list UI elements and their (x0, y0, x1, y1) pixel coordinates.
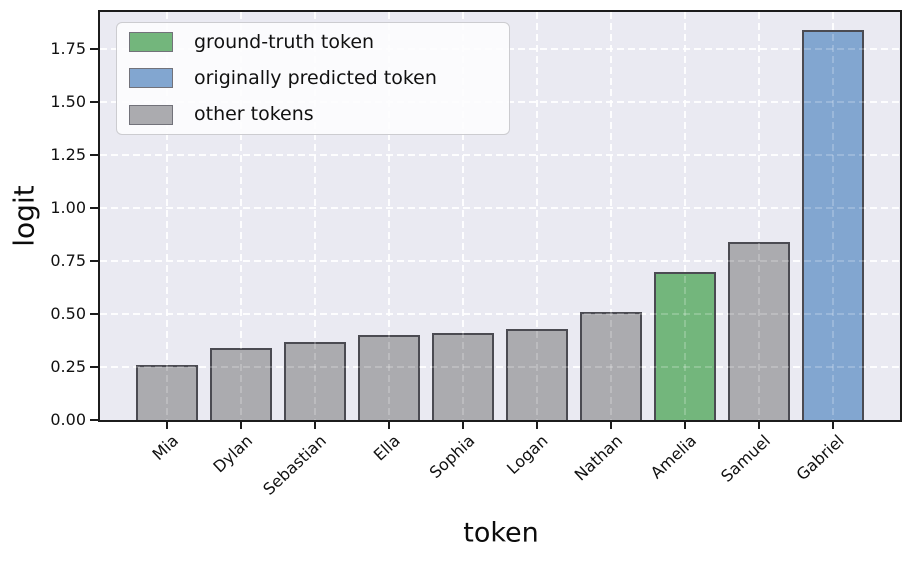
x-axis-title: token (463, 517, 539, 549)
v-gridline-samuel (758, 12, 760, 420)
h-gridline-0.75 (100, 260, 900, 263)
bar-gabriel (802, 30, 864, 420)
bar-sebastian (284, 341, 346, 420)
v-gridline-amelia (684, 12, 686, 420)
ytick-mark-0.25 (90, 366, 98, 368)
v-gridline-samuel (758, 12, 760, 420)
v-gridline-dylan (240, 12, 242, 420)
h-gridline-1 (100, 207, 900, 210)
h-gridline-0.25 (100, 366, 900, 368)
legend-entry-predicted: originally predicted token (129, 68, 497, 89)
ytick-mark-1.25 (90, 154, 98, 157)
ytick-mark-1.75 (90, 48, 98, 51)
v-gridline-mia (166, 12, 168, 420)
ytick-label-1.75: 1.75 (50, 39, 86, 59)
xtick-label-sophia: Sophia (425, 431, 478, 483)
legend-label-ground_truth: ground-truth token (194, 31, 375, 53)
bar-logan (506, 328, 568, 420)
v-gridline-sophia (462, 12, 464, 420)
xtick-mark-mia (166, 422, 168, 429)
ytick-mark-1.00 (90, 207, 98, 210)
ytick-label-1.00: 1.00 (50, 198, 86, 218)
v-gridline-sophia (462, 12, 464, 420)
h-gridline-0.5 (100, 313, 900, 316)
ytick-mark-0.50 (90, 313, 98, 316)
bar-ella (358, 335, 420, 420)
legend-entry-other: other tokens (129, 104, 497, 125)
ytick-label-1.25: 1.25 (50, 145, 86, 165)
xtick-mark-ella (388, 422, 390, 429)
xtick-mark-dylan (240, 422, 242, 429)
xtick-mark-sophia (462, 422, 464, 429)
ytick-label-0.75: 0.75 (50, 251, 86, 271)
xtick-label-samuel: Samuel (717, 431, 774, 486)
h-gridline-0.25 (100, 366, 900, 368)
xtick-mark-sebastian (314, 422, 316, 429)
ytick-mark-1.50 (90, 101, 98, 104)
legend-entry-ground_truth: ground-truth token (129, 32, 497, 53)
xtick-label-nathan: Nathan (570, 431, 626, 485)
h-gridline-0.75 (100, 260, 900, 263)
v-gridline-nathan (610, 12, 612, 420)
bars-layer (100, 12, 900, 420)
legend-swatch-predicted (129, 68, 173, 89)
xtick-mark-nathan (610, 422, 612, 429)
bar-mia (136, 364, 198, 420)
legend-label-predicted: originally predicted token (194, 67, 437, 90)
xtick-label-dylan: Dylan (209, 431, 256, 477)
v-gridline-dylan (240, 12, 242, 420)
v-gridline-nathan (610, 12, 612, 420)
ytick-mark-0.00 (90, 419, 98, 421)
legend-label-other: other tokens (194, 103, 314, 126)
xtick-label-sebastian: Sebastian (259, 431, 330, 499)
xtick-mark-samuel (758, 422, 760, 429)
v-gridline-sebastian (314, 12, 316, 420)
bar-nathan (580, 311, 642, 420)
ytick-mark-0.75 (90, 260, 98, 263)
h-gridline-1.25 (100, 154, 900, 157)
ytick-label-0.50: 0.50 (50, 304, 86, 324)
bar-sophia (432, 333, 494, 420)
v-gridline-amelia (684, 12, 686, 420)
v-gridline-ella (388, 12, 390, 420)
xtick-label-gabriel: Gabriel (792, 431, 848, 485)
v-gridline-mia (166, 12, 168, 420)
xtick-mark-logan (536, 422, 538, 429)
ytick-label-0.00: 0.00 (50, 410, 86, 429)
xtick-label-logan: Logan (503, 431, 552, 478)
h-gridline-0.5 (100, 313, 900, 316)
ytick-label-0.25: 0.25 (50, 357, 86, 376)
xtick-label-mia: Mia (148, 431, 182, 465)
legend-swatch-other (129, 104, 173, 125)
bar-samuel (728, 241, 790, 420)
legend: ground-truth token originally predicted t… (116, 22, 510, 135)
xtick-label-ella: Ella (369, 431, 404, 465)
h-gridline-1.25 (100, 154, 900, 157)
v-gridline-ella (388, 12, 390, 420)
legend-swatch-ground_truth (129, 32, 173, 53)
v-gridline-gabriel (832, 12, 834, 420)
h-gridline-1 (100, 207, 900, 210)
v-gridline-sebastian (314, 12, 316, 420)
ytick-label-1.50: 1.50 (50, 92, 86, 112)
xtick-mark-amelia (684, 422, 686, 429)
v-gridline-logan (536, 12, 538, 420)
xtick-mark-gabriel (832, 422, 834, 429)
bar-amelia (654, 271, 716, 420)
bar-dylan (210, 347, 272, 420)
v-gridline-logan (536, 12, 538, 420)
xtick-label-amelia: Amelia (646, 431, 700, 483)
